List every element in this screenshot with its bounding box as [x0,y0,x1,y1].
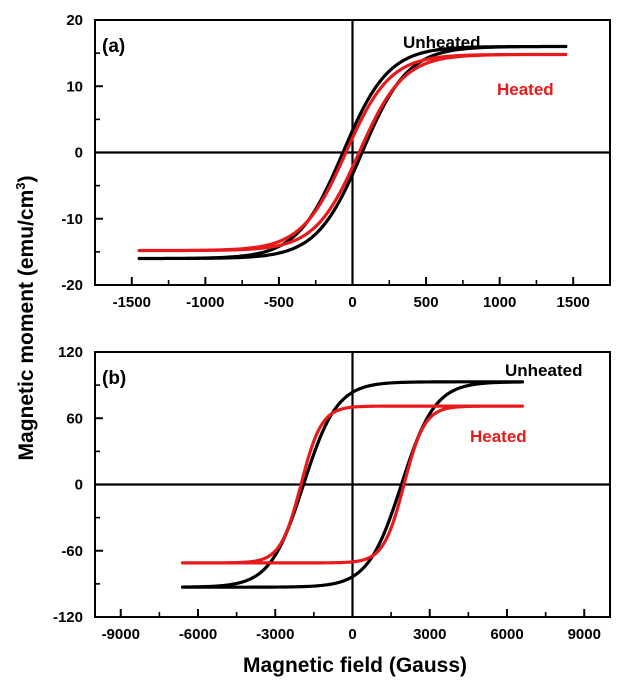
y-tick-label-a: 20 [66,12,83,29]
x-tick-label-a: -500 [264,294,294,311]
y-axis-title: Magnetic moment (emu/cm3) [13,176,38,461]
ticks-b: -9000 -6000 -3000 0 3000 6000 9000 -120 -60 0 60 12… [53,344,601,643]
x-tick-label-b: 0 [348,626,356,643]
panel-label-a: (a) [102,36,125,57]
legend-heated-a: Heated [497,80,554,99]
x-axis-title: Magnetic field (Gauss) [243,654,467,677]
y-tick-label-a: 0 [75,145,83,162]
x-tick-label-a: 1500 [557,294,590,311]
panel-label-b: (b) [102,368,126,389]
x-tick-label-a: -1500 [113,294,151,311]
series-group-b [180,380,525,589]
y-tick-label-a: -20 [61,277,83,294]
x-tick-label-b: -9000 [102,626,140,643]
x-tick-label-b: 6000 [490,626,523,643]
x-tick-label-a: 1000 [483,294,516,311]
series-group-a [137,44,568,261]
panel-b: -9000 -6000 -3000 0 3000 6000 9000 -120 -60 0 60 12… [53,344,611,643]
y-axis-title-superscript: 3 [13,183,28,190]
y-tick-label-b: 60 [66,410,83,427]
y-axis-title-close: ) [15,176,38,183]
y-tick-label-a: -10 [61,211,83,228]
x-tick-label-a: 500 [414,294,439,311]
legend-heated-b: Heated [470,427,527,446]
y-axis-title-main: Magnetic moment (emu/cm [15,190,38,461]
panel-a: -1500 -1000 -500 0 500 1000 1500 -20 -10 0 10 20 (a… [61,12,611,311]
series-line-heated-a [137,52,568,253]
y-tick-label-b: -120 [53,609,83,626]
y-tick-label-b: 120 [58,344,83,361]
x-tick-label-a: -1000 [186,294,224,311]
x-tick-label-b: -6000 [179,626,217,643]
legend-unheated-a: Unheated [403,33,480,52]
x-tick-label-b: -3000 [256,626,294,643]
y-tick-label-b: -60 [61,543,83,560]
legend-unheated-b: Unheated [505,361,582,380]
x-tick-label-a: 0 [348,294,356,311]
series-line-heated-b [180,404,525,565]
ticks-a: -1500 -1000 -500 0 500 1000 1500 -20 -10 0 10 20 [61,12,590,311]
x-tick-label-b: 9000 [568,626,601,643]
x-tick-label-b: 3000 [413,626,446,643]
y-tick-label-a: 10 [66,78,83,95]
y-tick-label-b: 0 [75,477,83,494]
